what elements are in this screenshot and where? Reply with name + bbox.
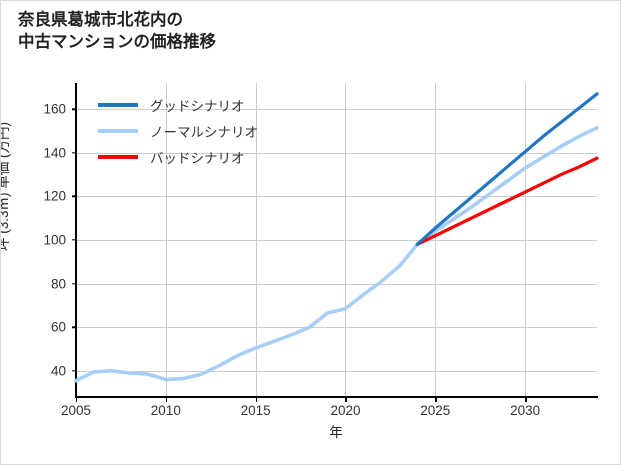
y-tick-mark [72, 326, 76, 328]
chart-legend: グッドシナリオ ノーマルシナリオ バッドシナリオ [98, 97, 258, 166]
legend-label-normal: ノーマルシナリオ [150, 125, 258, 140]
x-axis-line [75, 396, 598, 398]
x-tick-mark [525, 397, 527, 402]
x-tick-label: 2025 [420, 403, 451, 418]
y-tick-mark [72, 195, 76, 198]
y-tick-label: 40 [50, 363, 66, 379]
series-line-good [415, 92, 599, 246]
y-tick-label: 60 [50, 319, 66, 335]
x-tick-mark [76, 397, 78, 402]
series-lines [74, 92, 599, 383]
y-tick-label: 160 [43, 101, 66, 117]
x-tick-label: 2005 [60, 403, 92, 418]
legend-item-bad[interactable]: バッドシナリオ [98, 149, 258, 166]
gridline-horizontal [76, 196, 597, 198]
y-tick-label: 80 [50, 276, 66, 292]
x-tick-label: 2020 [330, 403, 361, 418]
legend-item-good[interactable]: グッドシナリオ [98, 97, 258, 114]
gridline-horizontal [76, 109, 597, 111]
series-line-normal [74, 125, 599, 383]
legend-label-good: グッドシナリオ [150, 99, 245, 114]
x-tick-label: 2015 [240, 403, 271, 418]
x-tick-mark [435, 397, 437, 402]
legend-swatch-good [98, 103, 138, 107]
x-tick-mark [165, 397, 168, 402]
chart-title: 奈良県葛城市北花内の 中古マンションの価格推移 [18, 11, 216, 52]
y-tick-mark [72, 282, 76, 285]
gridline-horizontal [76, 152, 597, 154]
series-line-bad [415, 156, 599, 246]
legend-item-normal[interactable]: ノーマルシナリオ [98, 123, 258, 140]
x-tick-label: 2030 [510, 403, 541, 418]
gridline-horizontal [76, 240, 597, 241]
gridline-horizontal [76, 370, 597, 372]
x-tick-label: 2010 [150, 403, 181, 418]
y-tick-mark [72, 370, 76, 372]
y-axis-title: 坪 (3.3㎡) 単価 (万円) [0, 121, 11, 251]
gridline-horizontal [76, 327, 597, 329]
legend-swatch-normal [98, 129, 138, 133]
legend-swatch-bad [98, 155, 138, 159]
legend-label-bad: バッドシナリオ [150, 151, 245, 166]
y-tick-label: 140 [43, 145, 66, 161]
x-tick-mark [345, 397, 347, 402]
y-tick-label: 100 [43, 232, 66, 248]
x-tick-mark [255, 397, 258, 402]
gridline-horizontal [76, 283, 597, 285]
y-tick-mark [72, 108, 76, 110]
x-axis-title: 年 [329, 425, 343, 440]
y-tick-mark [72, 152, 76, 154]
y-tick-label: 120 [43, 188, 66, 204]
plot-area: 40 60 80 100 120 140 160 2005 2010 2015 2020 2025 20… [43, 83, 599, 418]
y-tick-mark [72, 239, 76, 241]
